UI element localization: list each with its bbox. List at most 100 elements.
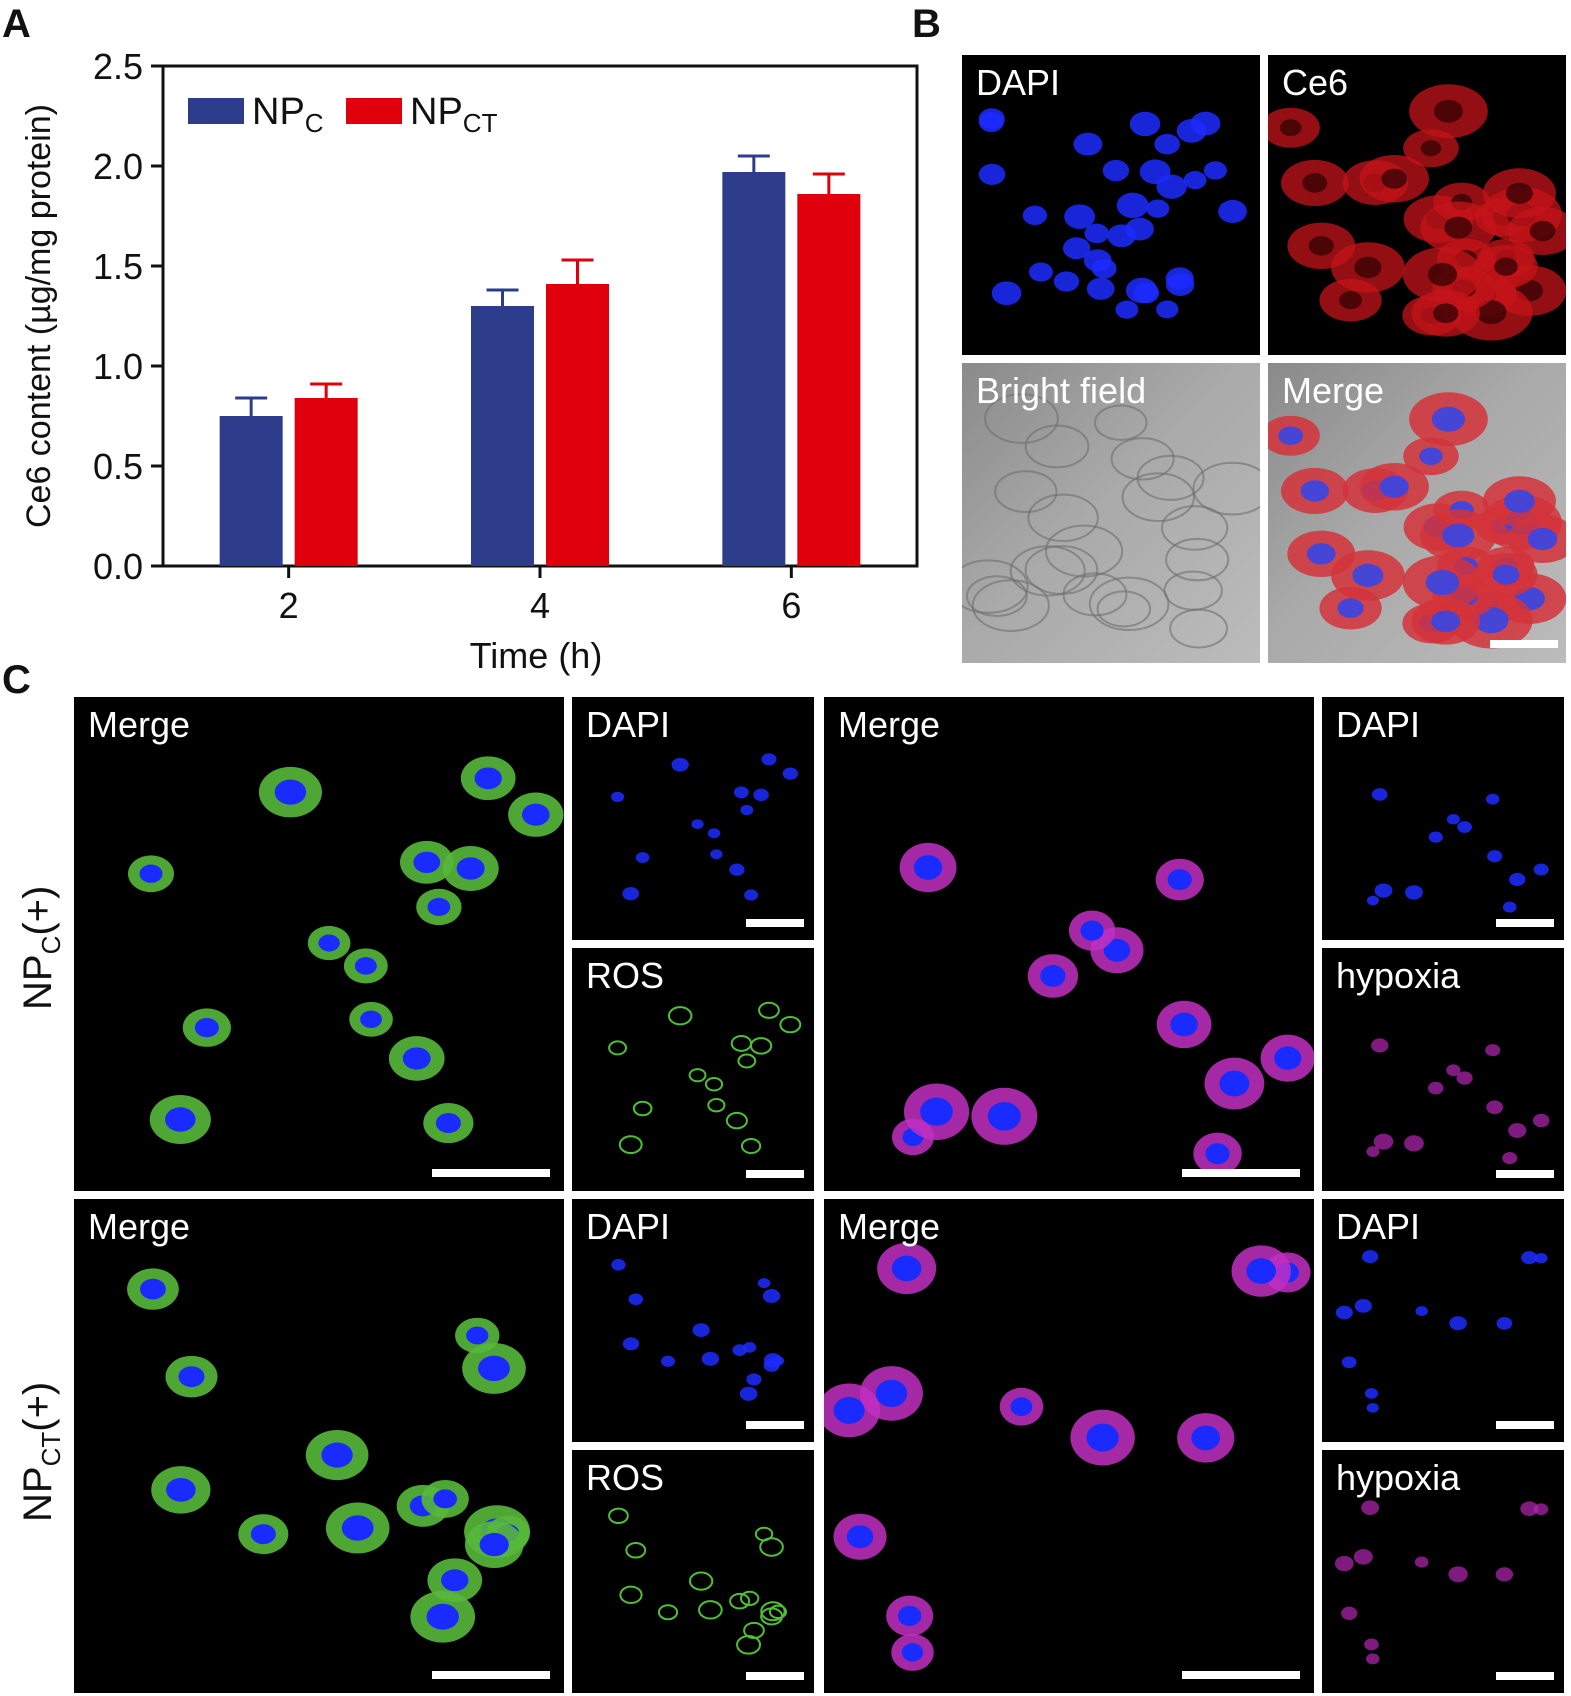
cell-shape <box>1086 1423 1119 1452</box>
cell-shape <box>1371 788 1388 801</box>
scale-bar <box>1496 919 1554 927</box>
y-tick-label: 0.5 <box>93 446 143 487</box>
cell-shape <box>250 1524 276 1545</box>
cell-shape <box>466 1326 489 1345</box>
cell-shape <box>1040 965 1066 987</box>
cell-shape <box>698 1600 723 1620</box>
cell-shape <box>758 1001 780 1019</box>
cell-shape <box>733 786 749 799</box>
cell-shape <box>1094 404 1148 441</box>
cell-shape <box>1064 204 1096 229</box>
micrograph-merge: Merge <box>1268 363 1566 663</box>
cell-shape <box>1374 883 1393 898</box>
cell-shape <box>1133 282 1160 304</box>
bar-c-2h <box>219 416 283 566</box>
cell-shape <box>1486 1100 1504 1115</box>
cell-shape <box>321 1442 353 1468</box>
y-axis-label: Ce6 content (µg/mg protein) <box>20 104 58 528</box>
micrograph-label: Bright field <box>976 370 1147 411</box>
cell-shape <box>1505 182 1533 204</box>
cell-shape <box>1366 1402 1379 1413</box>
cell-shape <box>667 1006 693 1026</box>
panel-letter-c: C <box>2 658 31 702</box>
cell-shape <box>1160 505 1229 551</box>
cell-shape <box>1205 1143 1230 1165</box>
micrograph-hypoxia-npct: hypoxia <box>1322 1450 1564 1693</box>
cell-shape <box>622 1337 640 1351</box>
cell-shape <box>427 897 451 917</box>
cell-shape <box>739 1590 760 1607</box>
cell-shape <box>846 1525 874 1549</box>
cell-shape <box>1096 590 1152 628</box>
cell-shape <box>194 1018 219 1038</box>
cell-shape <box>1183 171 1207 190</box>
legend-entry: NPCT <box>410 91 498 138</box>
x-tick-label: 4 <box>530 585 550 626</box>
scale-bar <box>432 1169 550 1177</box>
micrograph-label: ROS <box>586 955 665 996</box>
cell-shape <box>660 1355 676 1367</box>
micrograph-label: hypoxia <box>1336 955 1461 996</box>
cell-shape <box>433 1489 458 1509</box>
cell-shape <box>1203 161 1227 180</box>
cell-shape <box>978 163 1006 185</box>
cell-shape <box>1115 300 1139 319</box>
cell-shape <box>619 1585 643 1604</box>
cell-shape <box>1366 1146 1380 1157</box>
cell-shape <box>318 934 340 952</box>
cell-shape <box>1404 885 1423 900</box>
cell-shape <box>1420 140 1442 157</box>
legend-entry: NPC <box>252 91 324 138</box>
cell-shape <box>1520 1501 1539 1517</box>
cell-shape <box>1354 1298 1372 1313</box>
cell-shape <box>737 1053 757 1069</box>
cell-shape <box>688 1571 714 1591</box>
cell-shape <box>1492 564 1520 585</box>
cell-shape <box>757 1278 771 1289</box>
cell-shape <box>1487 850 1503 863</box>
micrograph-dapi: DAPI <box>962 55 1260 355</box>
cell-shape <box>360 1010 382 1029</box>
cell-shape <box>1364 1388 1379 1399</box>
cell-shape <box>478 1355 510 1382</box>
cell-shape <box>1080 920 1104 941</box>
micrograph-dapi-hypoxia-npc: DAPI <box>1322 697 1564 940</box>
cell-shape <box>901 1643 924 1662</box>
row-label-npct: NPCT(+) <box>16 1381 66 1522</box>
x-tick-label: 2 <box>279 585 299 626</box>
cell-shape <box>704 1076 724 1092</box>
micrograph-label: DAPI <box>1336 1206 1421 1247</box>
micrograph-label: Ce6 <box>1282 62 1349 103</box>
cell-shape <box>742 1342 757 1353</box>
cell-shape <box>1062 572 1128 617</box>
cell-shape <box>456 857 485 880</box>
cell-shape <box>1428 831 1443 843</box>
micrograph-merge-ros-npc: Merge <box>74 697 564 1191</box>
cell-shape <box>441 1569 469 1592</box>
micrograph-label: ROS <box>586 1457 665 1498</box>
cell-shape <box>521 803 550 826</box>
cell-shape <box>1027 493 1099 542</box>
micrograph-dapi-ros-npct: DAPI <box>572 1199 814 1442</box>
cell-shape <box>991 281 1022 306</box>
micrograph-label: DAPI <box>586 1206 671 1247</box>
cell-shape <box>608 1507 629 1525</box>
cell-shape <box>1521 1251 1538 1265</box>
cell-shape <box>1306 543 1336 565</box>
cell-shape <box>692 1323 710 1337</box>
cell-shape <box>739 1386 758 1401</box>
cell-shape <box>1354 256 1382 279</box>
cell-shape <box>1504 489 1535 513</box>
cell-shape <box>691 819 704 830</box>
cell-shape <box>920 1097 953 1126</box>
micrograph-hypoxia-npc: hypoxia <box>1322 948 1564 1191</box>
micrograph-label: DAPI <box>1336 704 1421 745</box>
cell-shape <box>139 1278 166 1300</box>
cell-shape <box>139 864 163 883</box>
cell-shape <box>1022 205 1047 226</box>
cell-shape <box>341 1515 374 1541</box>
cell-shape <box>1456 1071 1473 1085</box>
cell-shape <box>1352 563 1384 588</box>
bar-c-4h <box>471 306 534 566</box>
micrograph-ros-npc: ROS <box>572 948 814 1191</box>
